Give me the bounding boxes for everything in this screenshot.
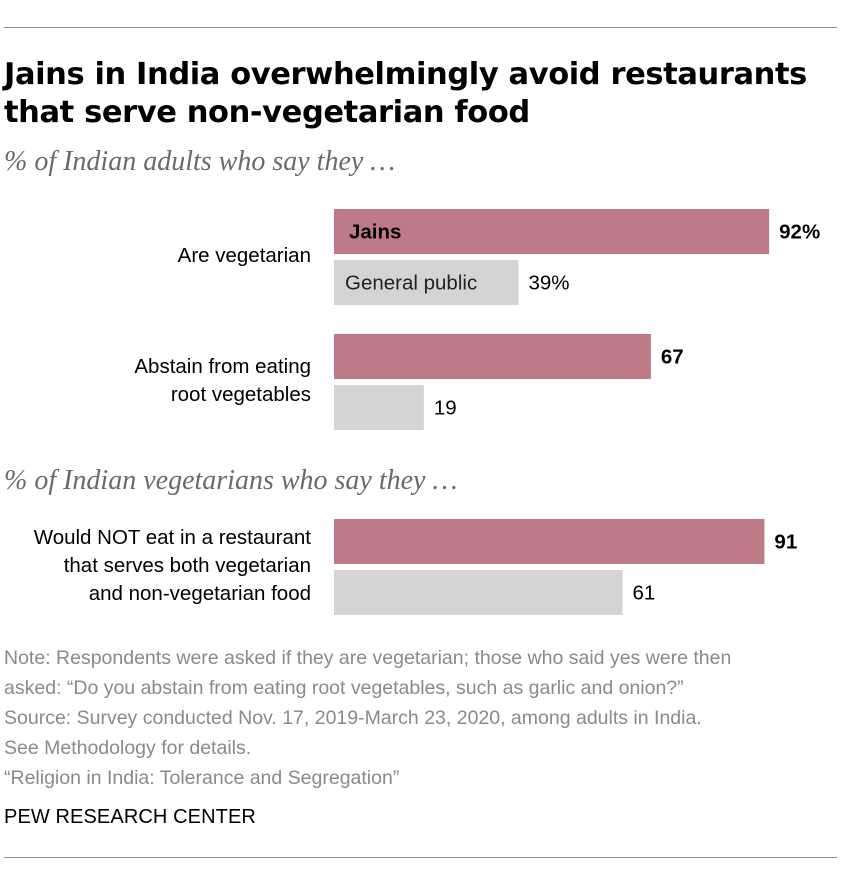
- chart-notes: Note: Respondents were asked if they are…: [4, 643, 834, 793]
- bar-general-public: [334, 570, 623, 615]
- value-label: 39%: [528, 272, 569, 295]
- value-label: 92%: [779, 221, 820, 244]
- category-label: Are vegetarian: [178, 244, 311, 267]
- series-legend-label: General public: [345, 272, 477, 295]
- bar-jains: [334, 209, 770, 254]
- source-line: Source: Survey conducted Nov. 17, 2019-M…: [4, 707, 702, 729]
- category-label: root vegetables: [171, 383, 311, 406]
- subtitle-vegetarians: % of Indian vegetarians who say they …: [4, 465, 458, 496]
- bar-general-public: [334, 385, 424, 430]
- subtitle-adults: % of Indian adults who say they …: [4, 146, 396, 177]
- bar-jains: [334, 334, 651, 379]
- value-label: 19: [434, 397, 457, 420]
- value-label: 61: [633, 582, 656, 605]
- note-line: asked: “Do you abstain from eating root …: [4, 677, 684, 699]
- bar-jains: [334, 519, 765, 564]
- bar-general-public: [334, 260, 519, 305]
- category-label: Would NOT eat in a restaurant: [34, 526, 312, 549]
- series-legend-label: Jains: [349, 221, 401, 244]
- note-line: Note: Respondents were asked if they are…: [4, 647, 732, 669]
- value-label: 91: [774, 531, 797, 554]
- category-label: Abstain from eating: [134, 355, 311, 378]
- chart-title: Jains in India overwhelmingly avoid rest…: [4, 57, 807, 130]
- category-label: and non-vegetarian food: [89, 582, 311, 605]
- category-label: that serves both vegetarian: [64, 554, 311, 577]
- top-rule: [4, 27, 837, 28]
- pew-research-center-logo: PEW RESEARCH CENTER: [4, 806, 256, 828]
- bar-chart: Are vegetarian 92% Jains 39% General public A…: [34, 209, 820, 615]
- methodology-line: See Methodology for details.: [4, 737, 252, 759]
- bottom-rule: [4, 857, 837, 858]
- report-title-line: “Religion in India: Tolerance and Segreg…: [4, 767, 400, 789]
- value-label: 67: [661, 346, 684, 369]
